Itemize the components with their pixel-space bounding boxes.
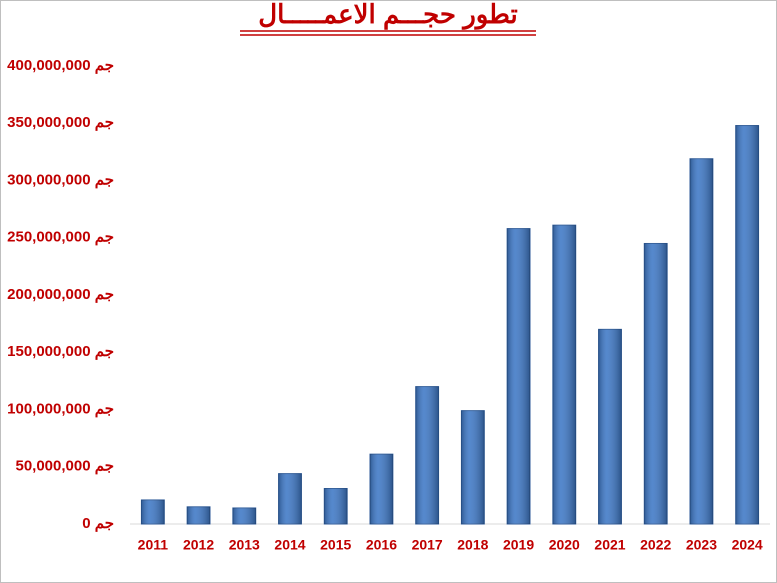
bar-shade	[232, 507, 256, 524]
y-tick-label: جم 100,000,000	[7, 400, 114, 417]
x-tick-label: 2023	[686, 537, 717, 553]
bar-shade	[370, 454, 393, 524]
bar-shade	[278, 473, 302, 524]
x-tick-label: 2021	[594, 537, 625, 553]
x-tick-label: 2017	[412, 537, 443, 553]
x-tick-label: 2024	[732, 537, 763, 553]
bar-shade	[461, 410, 485, 524]
bar-shade	[735, 125, 759, 524]
bar-shade	[141, 499, 165, 524]
bar-shade	[507, 228, 530, 524]
x-tick-label: 2012	[183, 537, 214, 553]
bar-shade	[552, 225, 576, 524]
y-tick-label: جم 350,000,000	[7, 114, 114, 131]
x-tick-label: 2020	[549, 537, 580, 553]
x-tick-label: 2022	[640, 537, 671, 553]
y-tick-label: جم 250,000,000	[7, 229, 114, 246]
bar-shade	[598, 329, 622, 524]
x-tick-label: 2018	[457, 537, 488, 553]
chart-title: تطور حجـــم الاعمـــــال	[258, 0, 518, 30]
bar-shade	[690, 158, 713, 524]
y-tick-label: جم 0	[82, 515, 114, 532]
x-tick-label: 2011	[138, 537, 169, 553]
x-tick-label: 2016	[366, 537, 397, 553]
x-tick-label: 2014	[274, 537, 305, 553]
y-tick-label: جم 50,000,000	[15, 458, 114, 475]
bar-shade	[644, 243, 668, 524]
bar-shade	[415, 386, 439, 524]
x-tick-label: 2019	[503, 537, 534, 553]
y-tick-label: جم 300,000,000	[7, 171, 114, 188]
y-tick-label: جم 150,000,000	[7, 343, 114, 360]
bar-shade	[324, 488, 348, 524]
y-tick-label: جم 400,000,000	[7, 57, 114, 74]
bar-shade	[187, 506, 210, 524]
x-tick-label: 2015	[320, 537, 351, 553]
y-tick-label: جم 200,000,000	[7, 286, 114, 303]
x-tick-label: 2013	[229, 537, 260, 553]
